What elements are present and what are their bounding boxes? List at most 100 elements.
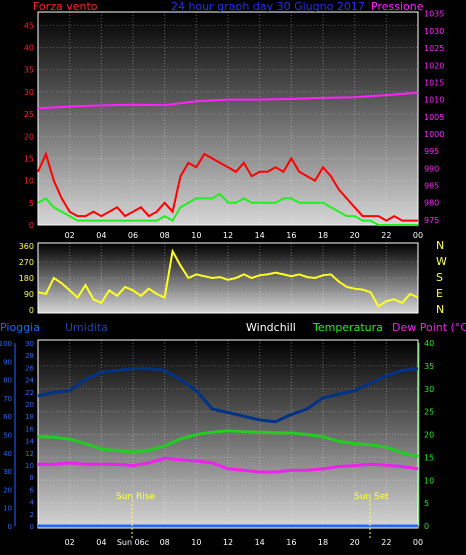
humidity-line <box>37 367 419 424</box>
rain-tick-label: 70 <box>3 395 12 403</box>
x-tick-label: 14 <box>255 538 265 547</box>
humidity-tick-label: 18 <box>25 413 34 421</box>
x-tick-label: 14 <box>255 231 265 240</box>
humidity-tick-label: 30 <box>25 340 34 348</box>
temperature-tick-label: 10 <box>424 476 434 485</box>
legend-entry: Dew Point (°C) <box>392 321 466 334</box>
x-tick-label: 00 <box>413 231 423 240</box>
dew-point-line <box>38 456 419 474</box>
temperature-tick-label: 25 <box>424 408 434 417</box>
legend-entry: Temperatura <box>312 321 383 334</box>
x-tick-label: 08 <box>160 538 170 547</box>
left-tick-label: 20 <box>24 132 34 141</box>
humidity-tick-label: 12 <box>25 450 34 458</box>
x-tick-label: 18 <box>318 231 328 240</box>
temperature-tick-label: 20 <box>424 431 434 440</box>
compass-label: N <box>436 239 444 252</box>
rain-tick-label: 80 <box>3 377 12 385</box>
compass-label: W <box>436 255 447 268</box>
right-tick-label: 1015 <box>424 78 444 87</box>
direction-tick-label: 0 <box>29 306 34 315</box>
left-tick-label: 5 <box>29 199 34 208</box>
temperature-tick-label: 40 <box>424 339 434 348</box>
x-tick-label: 02 <box>65 538 75 547</box>
temperature-tick-label: 0 <box>424 522 429 531</box>
left-tick-label: 0 <box>29 221 34 230</box>
left-tick-label: 15 <box>24 154 34 163</box>
temperature-line <box>37 429 419 458</box>
left-axis-label: Forza vento <box>33 0 98 13</box>
temperature-tick-label: 30 <box>424 385 434 394</box>
left-tick-label: 10 <box>24 177 34 186</box>
x-tick-label: 22 <box>381 231 391 240</box>
right-tick-label: 1025 <box>424 44 444 53</box>
right-tick-label: 1000 <box>424 130 444 139</box>
humidity-tick-label: 20 <box>25 401 34 409</box>
pressure-line <box>37 91 419 110</box>
right-tick-label: 1030 <box>424 27 444 36</box>
rain-tick-label: 90 <box>3 358 12 366</box>
humidity-tick-label: 8 <box>30 474 34 482</box>
humidity-tick-label: 10 <box>25 462 34 470</box>
chart-title: 24 hour graph day 30 Giugno 2017 <box>171 0 365 13</box>
right-tick-label: 1035 <box>424 10 444 19</box>
x-tick-label: 08 <box>160 231 170 240</box>
compass-label: N <box>436 303 444 316</box>
x-tick-label: 18 <box>318 538 328 547</box>
wind-plot-area <box>37 11 419 226</box>
left-tick-label: 25 <box>24 110 34 119</box>
wind-gust-line <box>37 151 418 222</box>
right-tick-label: 990 <box>424 164 439 173</box>
temperature-tick-label: 35 <box>424 362 434 371</box>
right-tick-label: 1020 <box>424 61 444 70</box>
temperature-tick-label: 5 <box>424 499 429 508</box>
x-tick-label: 10 <box>191 231 201 240</box>
temperature-tick-label: 15 <box>424 453 434 462</box>
legend-entry: Umidita <box>65 321 108 334</box>
left-tick-label: 30 <box>24 88 34 97</box>
x-tick-label: Sun 06c <box>117 538 149 547</box>
rain-tick-label: 100 <box>0 340 12 348</box>
left-tick-label: 45 <box>24 21 34 30</box>
x-tick-label: 12 <box>223 538 233 547</box>
wind-average-line <box>37 192 418 226</box>
compass-label: S <box>436 271 443 284</box>
x-tick-label: 04 <box>96 538 106 547</box>
rain-tick-label: 20 <box>3 486 12 494</box>
humidity-tick-label: 4 <box>30 499 35 507</box>
x-tick-label: 22 <box>381 538 391 547</box>
humidity-tick-label: 22 <box>25 389 34 397</box>
sun-rise-label: Sun Rise <box>116 492 155 502</box>
sun-set-label: Sun Set <box>354 492 389 502</box>
left-tick-label: 40 <box>24 44 34 53</box>
right-tick-label: 1010 <box>424 96 444 105</box>
rain-tick-label: 10 <box>3 505 12 513</box>
humidity-tick-label: 0 <box>30 523 34 531</box>
humidity-tick-label: 14 <box>25 438 34 446</box>
wind-direction-line <box>37 248 419 308</box>
x-tick-label: 10 <box>191 538 201 547</box>
x-tick-label: 16 <box>286 538 296 547</box>
right-tick-label: 985 <box>424 181 439 190</box>
humidity-tick-label: 16 <box>25 425 34 433</box>
right-tick-label: 975 <box>424 216 439 225</box>
rain-tick-label: 60 <box>3 413 12 421</box>
right-tick-label: 980 <box>424 199 439 208</box>
humidity-tick-label: 28 <box>25 352 34 360</box>
legend-entry: Windchill <box>246 321 296 334</box>
legend-entry: Pioggia <box>0 321 40 334</box>
humidity-tick-label: 2 <box>30 511 34 519</box>
left-tick-label: 35 <box>24 66 34 75</box>
rain-tick-label: 30 <box>3 468 12 476</box>
humidity-tick-label: 26 <box>25 364 34 372</box>
right-tick-label: 995 <box>424 147 439 156</box>
compass-label: E <box>436 287 443 300</box>
rain-tick-label: 50 <box>3 432 12 440</box>
x-tick-label: 00 <box>413 538 423 547</box>
rain-tick-label: 40 <box>3 450 12 458</box>
right-axis-label: Pressione <box>371 0 424 13</box>
